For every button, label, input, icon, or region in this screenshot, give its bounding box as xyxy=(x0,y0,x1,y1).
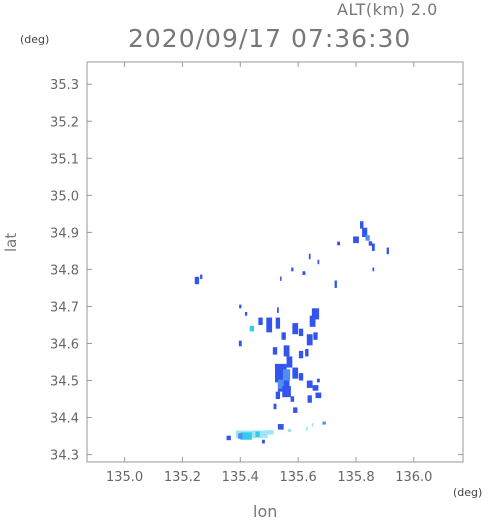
echo-cell xyxy=(386,247,389,255)
echo-cell xyxy=(322,421,326,425)
echo-cell xyxy=(298,373,304,381)
echo-cell xyxy=(266,317,273,333)
echo-cell xyxy=(258,317,263,325)
echo-cell xyxy=(249,325,255,332)
echo-cell xyxy=(360,221,364,229)
echo-cell xyxy=(353,236,359,244)
x-axis-unit: (deg) xyxy=(453,486,483,499)
y-tick-label: 35.0 xyxy=(50,189,79,204)
echo-cell xyxy=(277,424,284,430)
x-tick-label: 135.2 xyxy=(164,470,201,485)
observation-datetime: 2020/09/17 07:36:30 xyxy=(128,24,412,53)
echo-cell xyxy=(312,385,319,391)
y-tick-label: 34.4 xyxy=(50,412,79,427)
echo-cell xyxy=(291,267,294,272)
echo-cell xyxy=(226,435,231,441)
echo-cell xyxy=(277,307,279,313)
echo-cell xyxy=(290,396,295,402)
echo-cell xyxy=(302,271,306,275)
echo-cell xyxy=(273,403,277,410)
echo-cell xyxy=(313,332,318,340)
echo-cell xyxy=(194,276,200,285)
echo-cell xyxy=(337,241,341,246)
echo-cell xyxy=(365,235,370,241)
echo-cell xyxy=(372,267,375,272)
y-tick-label: 34.6 xyxy=(50,337,79,352)
y-tick-label: 34.9 xyxy=(50,226,79,241)
echo-cell xyxy=(200,274,203,280)
echo-cell xyxy=(261,439,265,444)
echo-cell xyxy=(275,317,281,329)
echo-cell xyxy=(305,426,308,431)
echo-cell xyxy=(239,304,242,309)
y-axis-unit: (deg) xyxy=(20,33,50,46)
altitude-label: ALT(km) 2.0 xyxy=(337,0,438,19)
axis-ticks: 135.0 135.2 135.4 135.6 135.8 136.0 34.3 34.4 34… xyxy=(50,62,463,485)
echo-cell xyxy=(316,378,320,383)
y-tick-label: 34.8 xyxy=(50,263,79,278)
echo-cell xyxy=(238,433,243,439)
echo-cell xyxy=(283,345,290,357)
echo-cell xyxy=(334,280,337,288)
echo-cell xyxy=(264,430,274,435)
echo-cell xyxy=(244,312,248,316)
echo-cell xyxy=(286,356,293,368)
echo-cell xyxy=(280,276,282,281)
echo-cell xyxy=(281,332,286,340)
x-tick-label: 135.6 xyxy=(280,470,317,485)
y-tick-label: 34.3 xyxy=(50,449,79,464)
echo-cell xyxy=(298,328,304,337)
echo-cell xyxy=(309,315,316,327)
echo-cell xyxy=(293,407,298,413)
x-axis-label: lon xyxy=(253,502,278,521)
y-tick-label: 35.1 xyxy=(50,152,79,167)
echo-cell xyxy=(371,243,375,251)
y-tick-label: 35.2 xyxy=(50,115,79,130)
echo-cell xyxy=(298,350,304,359)
echo-cell xyxy=(368,241,373,246)
echo-cell xyxy=(307,395,312,403)
echo-cell xyxy=(282,369,291,381)
y-tick-label: 34.7 xyxy=(50,300,79,315)
echo-cell xyxy=(277,379,284,389)
echo-cell xyxy=(311,308,320,320)
echo-cell xyxy=(240,432,252,440)
x-tick-label: 136.0 xyxy=(395,470,432,485)
y-tick-label: 34.5 xyxy=(50,375,79,390)
echo-cell xyxy=(287,429,292,432)
echo-cell xyxy=(308,253,311,260)
echo-cell xyxy=(255,431,260,437)
echo-layer xyxy=(194,221,389,444)
echo-cell xyxy=(315,392,322,399)
echo-cell xyxy=(306,334,313,346)
echo-cell xyxy=(311,423,314,427)
echo-cell xyxy=(292,367,299,379)
echo-cell xyxy=(272,347,278,355)
echo-cell xyxy=(292,323,299,335)
x-tick-label: 135.0 xyxy=(106,470,143,485)
echo-cell xyxy=(238,340,242,347)
x-tick-label: 135.4 xyxy=(222,470,259,485)
y-tick-label: 35.3 xyxy=(50,78,79,93)
plot-frame xyxy=(86,61,464,463)
echo-cell xyxy=(362,227,368,237)
x-tick-label: 135.8 xyxy=(337,470,374,485)
echo-cell xyxy=(282,386,291,398)
echo-cell xyxy=(305,349,309,357)
echo-cell xyxy=(306,380,313,388)
echo-cell xyxy=(317,259,320,265)
echo-cell xyxy=(275,391,281,400)
